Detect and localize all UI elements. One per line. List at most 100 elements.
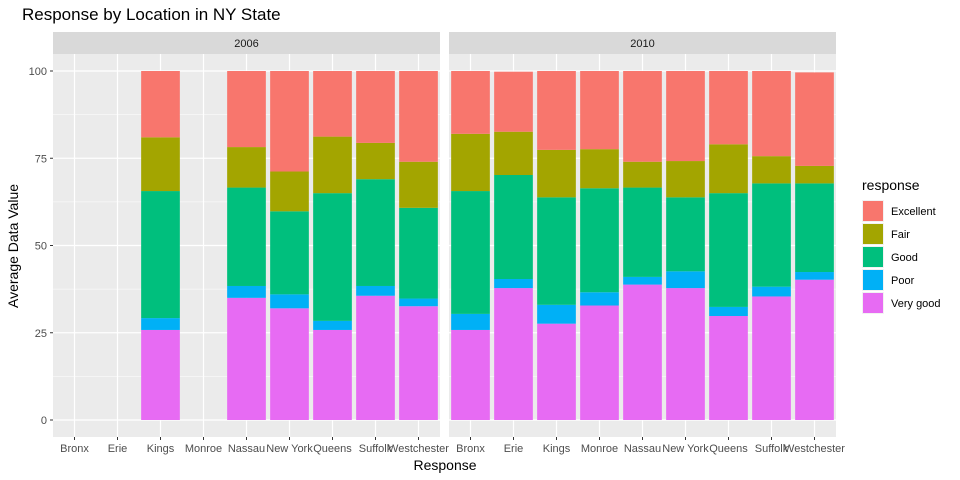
bar-2010-new-york-very-good bbox=[666, 288, 705, 420]
bar-2010-new-york-poor bbox=[666, 271, 705, 289]
bar-2010-suffolk-good bbox=[752, 183, 791, 287]
bar-2010-bronx-excellent bbox=[451, 71, 490, 134]
bar-2006-new-york-good bbox=[270, 211, 309, 295]
facet-label: 2010 bbox=[630, 38, 654, 50]
legend: response Excellent Fair Good Poor Very good bbox=[862, 177, 941, 314]
bar-2006-suffolk-excellent bbox=[356, 71, 395, 143]
x-tick-label-monroe: Monroe bbox=[185, 443, 222, 455]
facet-label: 2006 bbox=[234, 38, 258, 50]
bar-2010-westchester-excellent bbox=[795, 72, 834, 166]
bar-2010-kings-good bbox=[537, 197, 576, 305]
x-tick-label-suffolk: Suffolk bbox=[755, 443, 789, 455]
x-tick-label-erie: Erie bbox=[504, 443, 524, 455]
bar-2010-erie-good bbox=[494, 175, 533, 280]
bar-2010-nassau-good bbox=[623, 187, 662, 277]
legend-title: response bbox=[862, 177, 920, 193]
x-tick-label-erie: Erie bbox=[108, 443, 128, 455]
bar-2006-westchester-excellent bbox=[399, 71, 438, 162]
bar-2006-new-york-excellent bbox=[270, 71, 309, 172]
bar-2006-kings-good bbox=[141, 191, 180, 319]
legend-item-good: Good bbox=[862, 246, 918, 268]
y-axis-label: Average Data Value bbox=[5, 184, 21, 308]
bar-2006-nassau-very-good bbox=[227, 297, 266, 420]
bar-2006-westchester-good bbox=[399, 207, 438, 299]
y-tick-label: 100 bbox=[29, 66, 47, 78]
legend-item-very-good: Very good bbox=[862, 292, 941, 314]
bar-2010-new-york-fair bbox=[666, 161, 705, 198]
x-tick-label-monroe: Monroe bbox=[581, 443, 618, 455]
bar-2010-suffolk-poor bbox=[752, 286, 791, 297]
bar-2010-nassau-poor bbox=[623, 276, 662, 285]
bar-2010-westchester-poor bbox=[795, 272, 834, 280]
bar-2006-queens-good bbox=[313, 193, 352, 321]
bar-2006-nassau-excellent bbox=[227, 71, 266, 148]
y-tick-label: 50 bbox=[35, 241, 47, 253]
bar-2010-nassau-fair bbox=[623, 161, 662, 188]
bar-2006-westchester-fair bbox=[399, 161, 438, 208]
bar-2006-queens-fair bbox=[313, 136, 352, 194]
x-axis-label: Response bbox=[413, 457, 476, 473]
legend-label: Poor bbox=[891, 275, 915, 287]
bar-2006-nassau-good bbox=[227, 187, 266, 286]
bar-2010-westchester-fair bbox=[795, 165, 834, 184]
legend-swatch bbox=[863, 270, 883, 290]
x-tick-label-westchester: Westchester bbox=[388, 443, 449, 455]
x-tick-label-new-york: New York bbox=[662, 443, 709, 455]
bar-2010-nassau-excellent bbox=[623, 71, 662, 162]
bar-2006-suffolk-poor bbox=[356, 285, 395, 296]
y-tick-label: 0 bbox=[41, 415, 47, 427]
bar-2010-kings-very-good bbox=[537, 323, 576, 420]
bar-2010-bronx-very-good bbox=[451, 329, 490, 420]
bar-2010-nassau-very-good bbox=[623, 284, 662, 420]
bar-2006-queens-excellent bbox=[313, 71, 352, 137]
x-tick-label-bronx: Bronx bbox=[60, 443, 89, 455]
bar-2010-kings-excellent bbox=[537, 71, 576, 150]
bar-2006-queens-poor bbox=[313, 320, 352, 330]
bar-2010-westchester-very-good bbox=[795, 279, 834, 420]
bar-2006-suffolk-very-good bbox=[356, 295, 395, 420]
bar-2010-queens-fair bbox=[709, 144, 748, 194]
x-tick-label-kings: Kings bbox=[543, 443, 571, 455]
bar-2006-kings-fair bbox=[141, 137, 180, 192]
bar-2006-suffolk-good bbox=[356, 179, 395, 286]
bar-2006-new-york-fair bbox=[270, 171, 309, 212]
bar-2006-kings-very-good bbox=[141, 329, 180, 420]
bar-2010-kings-fair bbox=[537, 149, 576, 198]
bar-2006-kings-poor bbox=[141, 318, 180, 330]
bar-2006-westchester-poor bbox=[399, 298, 438, 307]
bar-2010-monroe-good bbox=[580, 188, 619, 293]
y-axis: 0 25 50 75 100 bbox=[29, 66, 53, 427]
bar-2010-suffolk-fair bbox=[752, 156, 791, 184]
x-tick-label-bronx: Bronx bbox=[456, 443, 485, 455]
legend-swatch bbox=[863, 293, 883, 313]
bar-2006-new-york-poor bbox=[270, 294, 309, 309]
legend-label: Very good bbox=[891, 298, 941, 310]
x-tick-label-westchester: Westchester bbox=[784, 443, 845, 455]
y-tick-label: 25 bbox=[35, 328, 47, 340]
bar-2010-queens-good bbox=[709, 193, 748, 307]
bar-2010-westchester-good bbox=[795, 183, 834, 273]
legend-item-fair: Fair bbox=[862, 223, 910, 245]
legend-label: Fair bbox=[891, 229, 910, 241]
bar-2010-new-york-excellent bbox=[666, 71, 705, 162]
bar-2006-nassau-fair bbox=[227, 147, 266, 188]
bar-2006-westchester-very-good bbox=[399, 306, 438, 420]
bar-2010-monroe-very-good bbox=[580, 305, 619, 420]
legend-item-excellent: Excellent bbox=[862, 200, 936, 222]
x-tick-label-queens: Queens bbox=[313, 443, 352, 455]
bar-2010-erie-poor bbox=[494, 279, 533, 289]
x-tick-label-nassau: Nassau bbox=[228, 443, 265, 455]
facet-strip bbox=[53, 32, 440, 54]
bar-2010-erie-very-good bbox=[494, 288, 533, 420]
legend-swatch bbox=[863, 224, 883, 244]
bar-2010-monroe-poor bbox=[580, 292, 619, 306]
panel-2006: 2006 Bronx Erie Kings Monroe Nassau New York Qu… bbox=[53, 32, 449, 455]
bar-2010-erie-excellent bbox=[494, 71, 533, 132]
bar-2010-bronx-good bbox=[451, 191, 490, 314]
bar-2010-bronx-fair bbox=[451, 133, 490, 192]
bar-2010-monroe-excellent bbox=[580, 71, 619, 150]
x-tick-label-queens: Queens bbox=[709, 443, 748, 455]
legend-swatch bbox=[863, 201, 883, 221]
